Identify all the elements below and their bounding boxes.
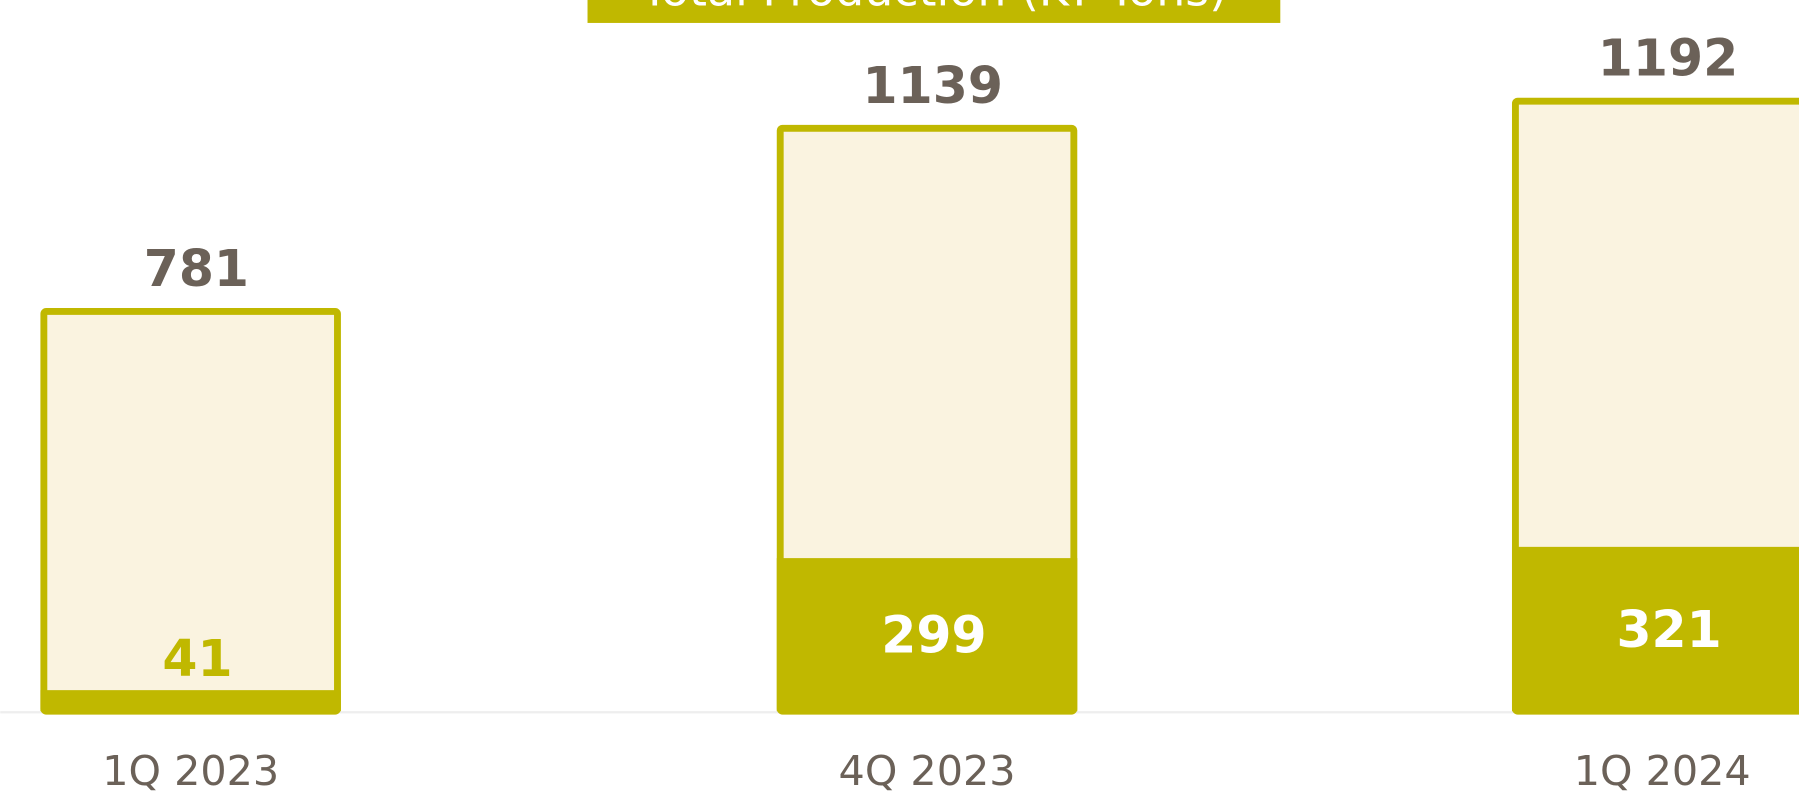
segment-label: 41 <box>162 629 232 688</box>
x-tick-label: 4Q 2023 <box>839 747 1016 795</box>
segment-label: 299 <box>881 606 986 665</box>
segment-bar <box>1511 546 1799 712</box>
total-label: 1139 <box>863 56 1003 115</box>
segment-bar <box>776 558 1078 712</box>
segment-bar <box>40 690 341 712</box>
x-tick-label: 1Q 2024 <box>1574 747 1751 795</box>
chart-title: Total Production (KT Tons) <box>640 0 1227 17</box>
title-box <box>587 0 1281 23</box>
total-label: 1192 <box>1598 29 1738 88</box>
x-tick-label: 1Q 2023 <box>102 747 279 795</box>
total-label: 781 <box>144 239 249 298</box>
segment-label: 321 <box>1616 600 1721 659</box>
